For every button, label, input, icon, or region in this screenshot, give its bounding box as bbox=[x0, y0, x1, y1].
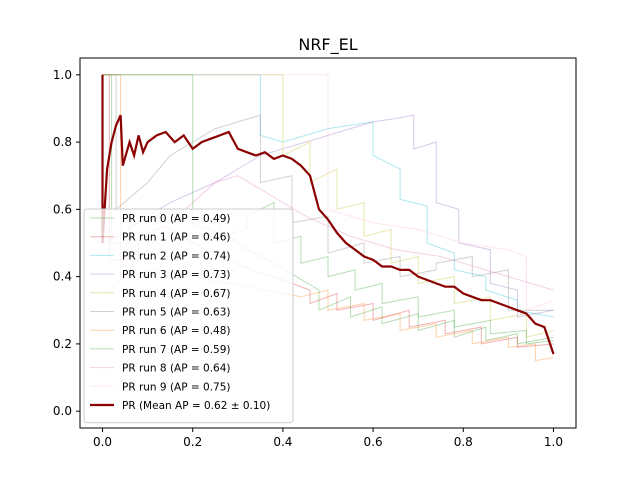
legend-label: PR run 2 (AP = 0.74) bbox=[122, 250, 231, 262]
y-tick-label: 0.4 bbox=[53, 270, 72, 284]
legend-label: PR run 4 (AP = 0.67) bbox=[122, 288, 231, 300]
y-tick-label: 0.6 bbox=[53, 202, 72, 216]
series-line-mean bbox=[101, 74, 555, 355]
x-tick-label: 0.4 bbox=[273, 435, 292, 449]
legend-box bbox=[83, 208, 294, 424]
y-tick-label: 0.8 bbox=[53, 135, 72, 149]
series-line-run-5 bbox=[102, 74, 554, 311]
chart-title: NRF_EL bbox=[298, 35, 357, 55]
legend-label: PR run 0 (AP = 0.49) bbox=[122, 213, 231, 225]
legend-label: PR run 6 (AP = 0.48) bbox=[122, 325, 231, 337]
series-line-run-9 bbox=[102, 74, 554, 312]
legend-label: PR run 8 (AP = 0.64) bbox=[122, 363, 231, 375]
legend-label: PR run 9 (AP = 0.75) bbox=[122, 381, 231, 393]
series-line-run-3 bbox=[102, 114, 554, 318]
legend: PR run 0 (AP = 0.49) PR run 1 (AP = 0.46)… bbox=[83, 208, 294, 424]
axes-frame bbox=[79, 57, 577, 429]
x-tick-label: 0.6 bbox=[364, 435, 383, 449]
legend-label: PR (Mean AP = 0.62 ± 0.10) bbox=[122, 400, 270, 412]
legend-label: PR run 1 (AP = 0.46) bbox=[122, 232, 231, 244]
x-axis: 0.0 0.2 0.4 0.6 0.8 1.0 bbox=[93, 428, 563, 449]
y-tick-label: 1.0 bbox=[53, 68, 72, 82]
x-tick-label: 0.0 bbox=[93, 435, 112, 449]
x-tick-label: 0.2 bbox=[183, 435, 202, 449]
x-tick-label: 0.8 bbox=[454, 435, 473, 449]
legend-label: PR run 3 (AP = 0.73) bbox=[122, 269, 231, 281]
y-tick-label: 0.2 bbox=[53, 337, 72, 351]
legend-label: PR run 7 (AP = 0.59) bbox=[122, 344, 231, 356]
y-tick-label: 0.0 bbox=[53, 404, 72, 418]
y-axis: 0.0 0.2 0.4 0.6 0.8 1.0 bbox=[53, 68, 80, 418]
series-layer bbox=[101, 74, 555, 362]
x-tick-label: 1.0 bbox=[544, 435, 563, 449]
legend-label: PR run 5 (AP = 0.63) bbox=[122, 307, 231, 319]
series-line-run-4 bbox=[102, 74, 554, 338]
series-line-run-2 bbox=[102, 74, 554, 318]
